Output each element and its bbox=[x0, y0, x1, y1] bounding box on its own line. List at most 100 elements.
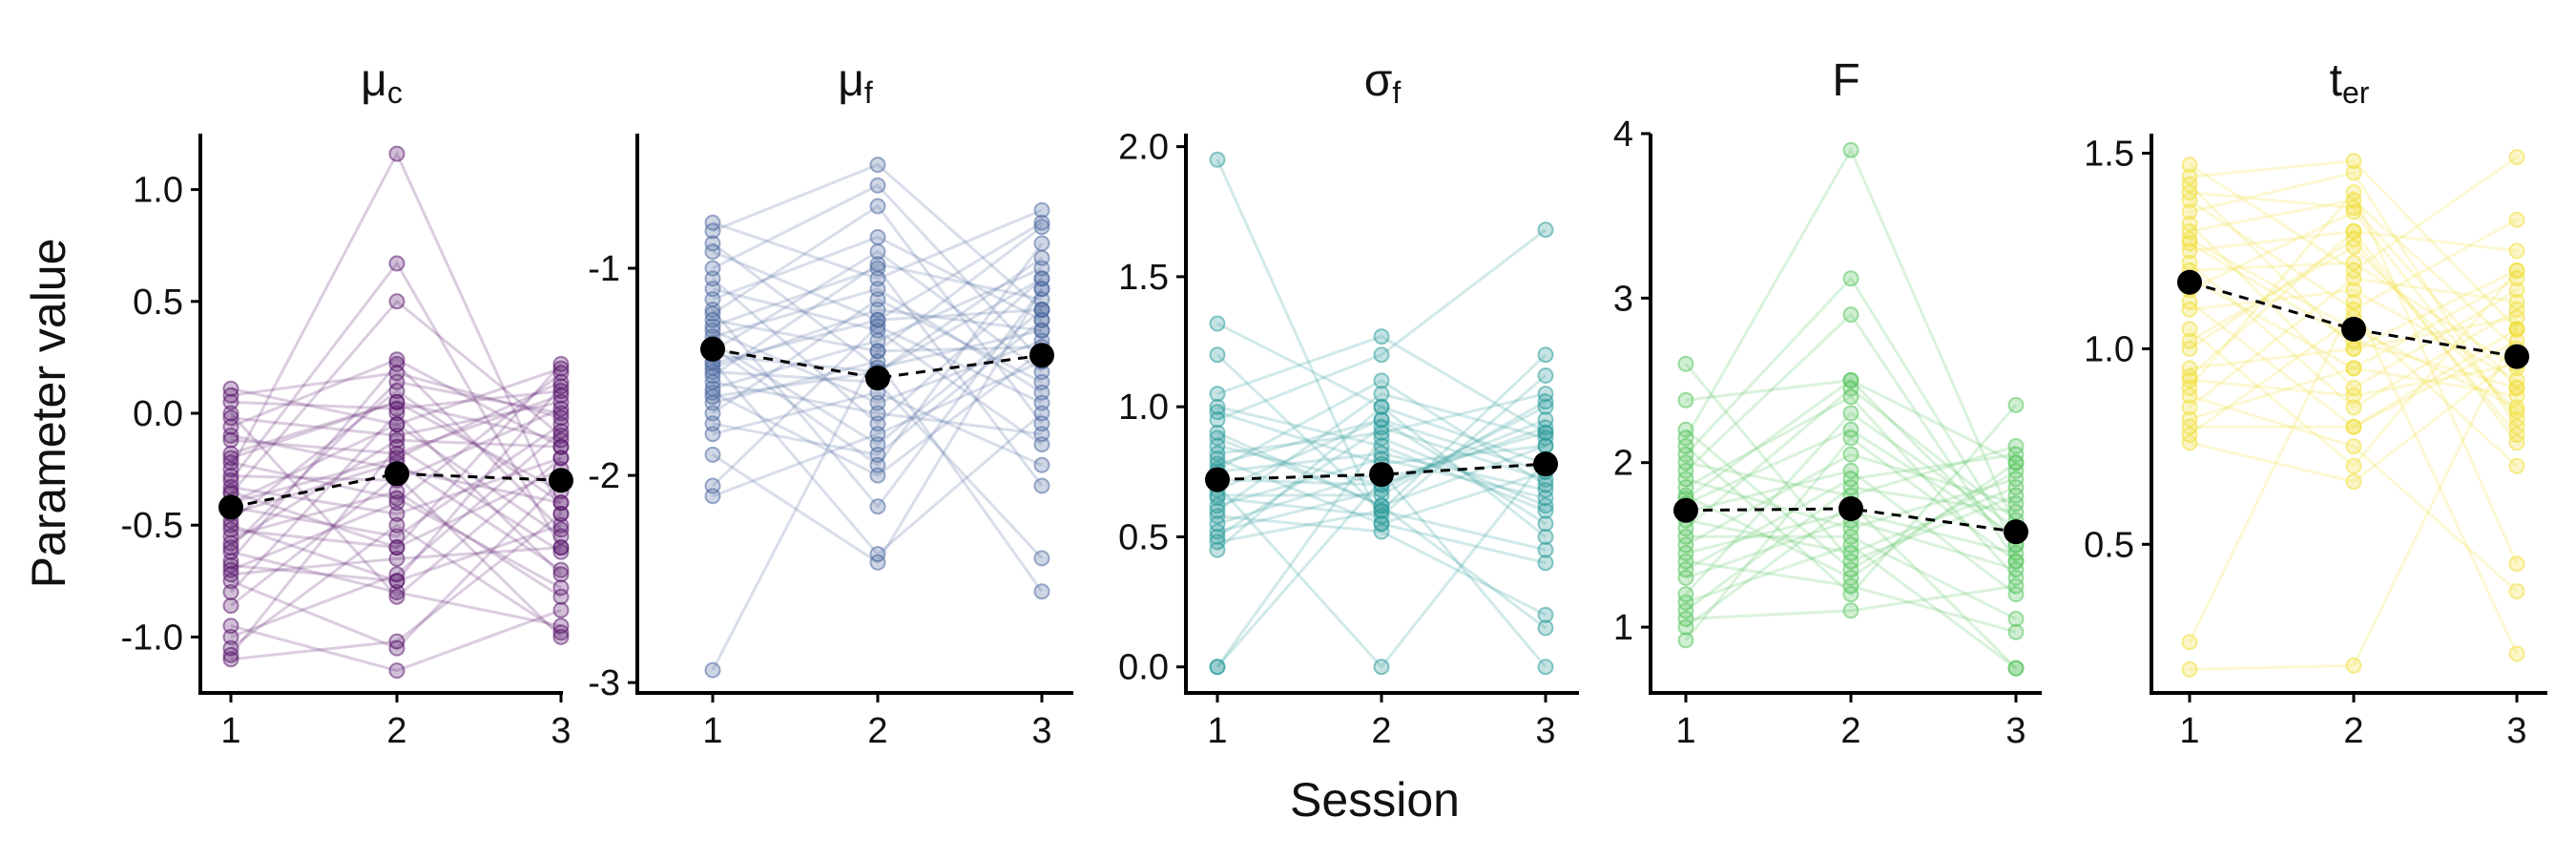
subject-point bbox=[1373, 411, 1390, 429]
x-tick-label: 1 bbox=[702, 711, 722, 751]
subject-point bbox=[1537, 619, 1554, 637]
subject-point bbox=[1373, 445, 1390, 462]
subject-point bbox=[2007, 446, 2025, 463]
mean-line bbox=[1216, 462, 1547, 481]
subject-line bbox=[1216, 379, 1547, 487]
subject-line bbox=[2189, 277, 2518, 370]
subject-line bbox=[1685, 452, 2017, 572]
subject-line bbox=[711, 360, 1043, 556]
y-tick-label: 2 bbox=[1613, 444, 1633, 484]
subject-point bbox=[704, 388, 721, 406]
subject-point bbox=[552, 405, 570, 422]
subject-line bbox=[230, 422, 562, 538]
subject-point bbox=[1842, 602, 1859, 619]
subject-line bbox=[1684, 435, 2017, 641]
subject-point bbox=[1537, 393, 1554, 410]
subject-line bbox=[229, 410, 563, 594]
subject-line bbox=[1684, 276, 2018, 546]
subject-line bbox=[1685, 452, 2017, 547]
x-tick-label: 3 bbox=[551, 711, 571, 751]
subject-point bbox=[2345, 293, 2362, 310]
subject-point bbox=[2508, 321, 2525, 338]
y-tick-label: 0.0 bbox=[1118, 648, 1169, 688]
subject-point bbox=[388, 438, 405, 455]
subject-point bbox=[869, 229, 886, 245]
subject-point bbox=[869, 343, 886, 360]
subject-point bbox=[1033, 477, 1050, 494]
subject-line bbox=[1685, 445, 2017, 497]
subject-point bbox=[1537, 221, 1554, 239]
subject-line bbox=[230, 608, 562, 673]
y-axis-title: Parameter value bbox=[22, 239, 75, 589]
subject-point bbox=[2508, 434, 2525, 451]
subject-line bbox=[1216, 457, 1547, 508]
subject-point bbox=[552, 373, 570, 390]
subject-point bbox=[2508, 399, 2525, 416]
subject-point bbox=[1842, 561, 1859, 578]
subject-point bbox=[1373, 659, 1390, 676]
subject-points bbox=[1209, 151, 1554, 676]
subject-point bbox=[2345, 360, 2362, 377]
panel-3: σf 2.0 1.5 1.0 0.5 0.0 1 2 3 bbox=[1118, 55, 1579, 751]
subject-point bbox=[1677, 471, 1694, 488]
subject-point bbox=[1373, 424, 1390, 441]
y-tick-label: 4 bbox=[1613, 115, 1633, 155]
subject-point bbox=[2007, 577, 2025, 595]
subject-line bbox=[1685, 486, 2017, 613]
subject-point bbox=[1373, 328, 1390, 346]
subject-line bbox=[230, 380, 562, 505]
subject-line bbox=[712, 262, 1043, 378]
subject-point bbox=[388, 506, 405, 522]
subject-point bbox=[1033, 214, 1050, 231]
subject-line bbox=[712, 249, 1043, 373]
subject-point bbox=[552, 624, 570, 641]
subject-line bbox=[2189, 367, 2518, 421]
x-tick-label: 1 bbox=[220, 711, 240, 751]
subject-point bbox=[388, 550, 405, 567]
subject-point bbox=[1677, 528, 1694, 545]
subject-line bbox=[712, 297, 1043, 415]
subject-point bbox=[222, 561, 239, 578]
subject-line bbox=[712, 288, 1044, 565]
subject-point bbox=[222, 405, 239, 422]
subject-point bbox=[1537, 515, 1554, 533]
subject-point bbox=[552, 516, 570, 534]
mean-point bbox=[700, 336, 725, 362]
subject-point bbox=[2181, 235, 2198, 252]
panel-5: ter 1.5 1.0 0.5 1 2 3 bbox=[2084, 55, 2547, 751]
subject-point bbox=[2007, 462, 2025, 479]
mean-point bbox=[1369, 462, 1394, 488]
subject-point bbox=[1537, 398, 1554, 415]
subject-point bbox=[2181, 203, 2198, 220]
y-tick-label: -1 bbox=[588, 249, 620, 289]
subject-point bbox=[2181, 660, 2198, 678]
subject-point bbox=[1677, 430, 1694, 447]
facet-title-main: σ bbox=[1364, 55, 1393, 106]
subject-line bbox=[1685, 387, 2017, 530]
subject-point bbox=[1842, 553, 1859, 570]
subject-line bbox=[1685, 378, 2017, 465]
subject-line bbox=[712, 235, 1043, 322]
subject-point bbox=[388, 490, 405, 507]
subject-line bbox=[2189, 262, 2518, 409]
subject-point bbox=[1842, 471, 1859, 488]
subject-point bbox=[388, 416, 405, 433]
subject-line bbox=[2189, 171, 2519, 429]
mean-point bbox=[2177, 269, 2202, 295]
mean-point bbox=[218, 494, 243, 520]
subject-point bbox=[2181, 367, 2198, 385]
mean-line bbox=[712, 347, 1043, 380]
subject-line bbox=[230, 367, 562, 427]
subject-point bbox=[1033, 394, 1050, 411]
subject-line bbox=[1216, 392, 1547, 455]
subject-point bbox=[869, 311, 886, 328]
subject-line bbox=[229, 299, 562, 495]
subject-point bbox=[2007, 569, 2025, 586]
subject-point bbox=[552, 494, 570, 512]
y-tick-label: 3 bbox=[1613, 279, 1633, 319]
subject-point bbox=[869, 291, 886, 308]
facet-title-main: μ bbox=[361, 55, 387, 106]
subject-point bbox=[1842, 141, 1859, 158]
subject-point bbox=[2181, 157, 2198, 174]
subject-point bbox=[704, 426, 721, 443]
